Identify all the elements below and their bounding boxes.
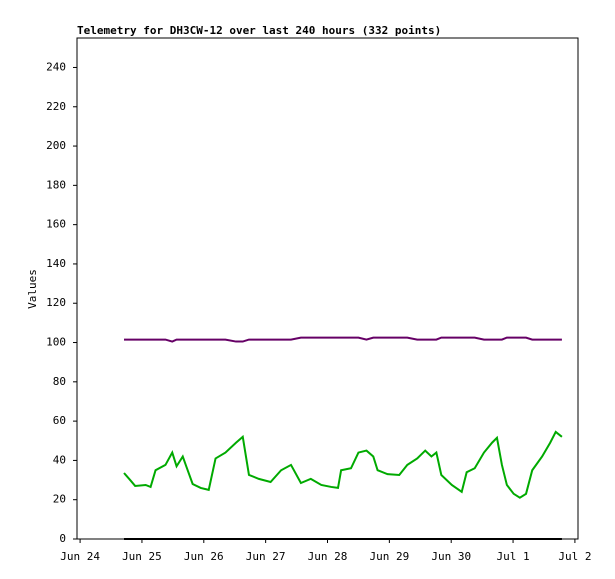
plot-frame: [76, 37, 579, 540]
y-tick-label: 100: [46, 336, 66, 349]
x-tick-label: Jun 25: [122, 550, 162, 563]
y-tick-label: 40: [53, 453, 66, 466]
x-tick-label: Jun 28: [308, 550, 348, 563]
y-tick-label: 180: [46, 178, 66, 191]
y-tick-label: 60: [53, 414, 66, 427]
x-tick-label: Jun 30: [431, 550, 471, 563]
y-tick-label: 0: [59, 532, 66, 545]
y-tick-label: 160: [46, 218, 66, 231]
y-tick-label: 80: [53, 375, 66, 388]
series-line: [124, 336, 562, 343]
series-line: [123, 430, 563, 499]
y-axis-label: Values: [26, 269, 39, 309]
x-tick-label: Jun 29: [369, 550, 409, 563]
x-tick-label: Jul 2: [558, 550, 591, 563]
x-tick-label: Jun 24: [60, 550, 100, 563]
x-tick-label: Jun 27: [246, 550, 286, 563]
y-tick-label: 120: [46, 296, 66, 309]
y-tick-label: 200: [46, 139, 66, 152]
y-tick-label: 20: [53, 493, 66, 506]
y-tick-label: 140: [46, 257, 66, 270]
y-tick-label: 220: [46, 100, 66, 113]
x-tick-label: Jul 1: [496, 550, 529, 563]
y-tick-label: 240: [46, 60, 66, 73]
x-tick-label: Jun 26: [184, 550, 224, 563]
chart-title: Telemetry for DH3CW-12 over last 240 hou…: [77, 24, 441, 37]
